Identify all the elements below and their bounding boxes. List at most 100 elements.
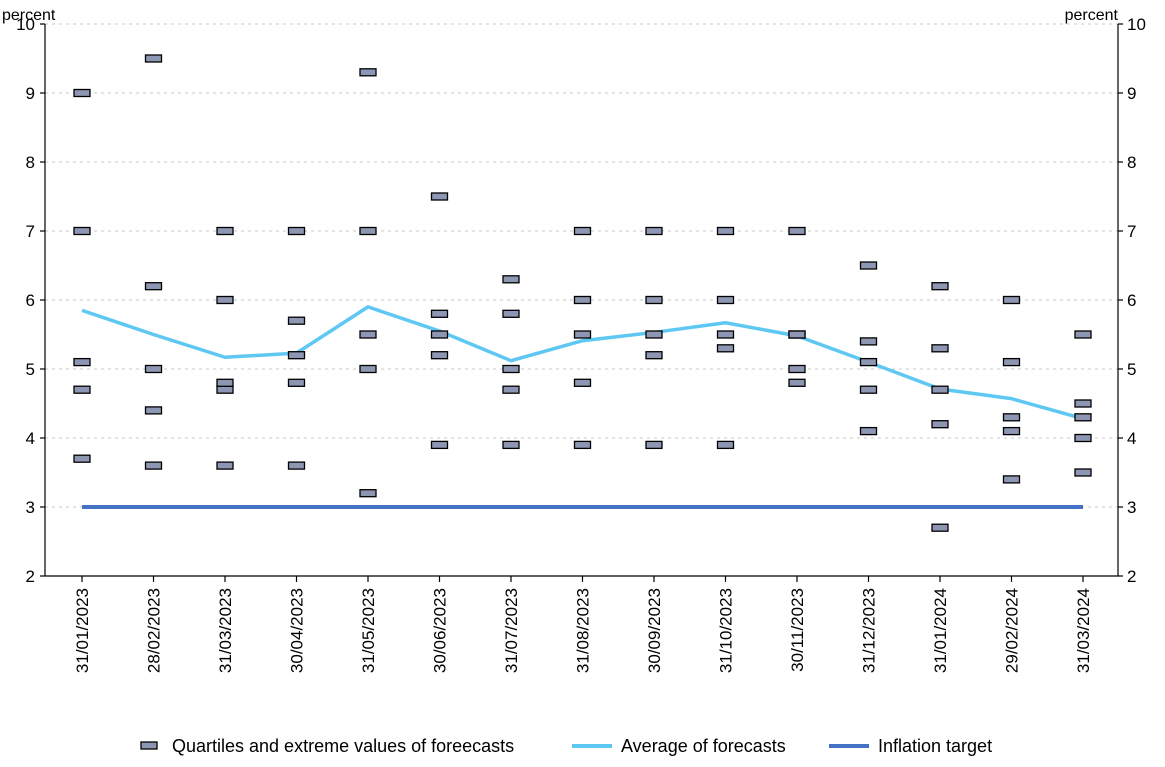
x-tick-label: 30/06/2023 xyxy=(431,588,450,673)
quartile-marker xyxy=(430,330,449,339)
quartile-marker xyxy=(1074,468,1092,477)
quartile-marker xyxy=(573,295,592,305)
legend-label-inflation-target: Inflation target xyxy=(878,736,992,756)
right-y-tick-label: 4 xyxy=(1127,429,1136,448)
quartile-marker xyxy=(502,385,520,394)
quartile-marker xyxy=(1002,475,1021,484)
x-tick-label: 30/04/2023 xyxy=(288,588,307,673)
quartile-marker xyxy=(788,330,806,339)
quartile-marker xyxy=(931,282,949,291)
quartile-marker xyxy=(788,364,806,374)
x-tick-label: 31/10/2023 xyxy=(717,588,736,673)
quartile-marker xyxy=(716,226,735,236)
quartile-marker xyxy=(430,192,449,201)
legend-marker-swatch xyxy=(140,741,158,750)
right-axis-unit-label: percent xyxy=(1065,7,1119,24)
right-y-tick-label: 10 xyxy=(1127,15,1146,34)
quartile-marker xyxy=(859,261,878,270)
quartile-marker xyxy=(645,226,663,236)
quartile-marker xyxy=(573,226,592,236)
quartile-marker xyxy=(287,461,306,470)
grid xyxy=(45,23,1118,508)
quartile-marker xyxy=(359,226,377,236)
quartile-marker xyxy=(1074,413,1092,422)
x-tick-label: 31/12/2023 xyxy=(860,588,879,673)
left-y-tick-label: 5 xyxy=(26,360,35,379)
quartile-marker xyxy=(1002,357,1021,367)
x-tick-labels: 31/01/2023 28/02/2023 31/03/2023 30/04/2023… xyxy=(73,588,1093,673)
x-tick-label: 31/08/2023 xyxy=(574,588,593,673)
left-y-tick-label: 7 xyxy=(26,222,35,241)
quartile-marker xyxy=(931,523,949,532)
quartile-marker xyxy=(859,357,878,367)
quartile-marker xyxy=(287,378,306,387)
x-tick-label: 31/05/2023 xyxy=(359,588,378,673)
quartile-marker xyxy=(359,489,377,498)
quartile-marker xyxy=(144,364,163,374)
legend-label-average: Average of forecasts xyxy=(621,736,786,756)
right-y-tick-label: 2 xyxy=(1127,567,1136,586)
right-y-tick-label: 5 xyxy=(1127,360,1136,379)
quartile-marker xyxy=(859,385,878,394)
left-y-tick-label: 6 xyxy=(26,291,35,310)
x-tick-label: 31/03/2023 xyxy=(216,588,235,673)
quartile-marker xyxy=(931,344,949,353)
quartile-marker xyxy=(73,357,91,367)
quartile-marker xyxy=(788,226,806,236)
quartile-marker xyxy=(931,385,949,394)
quartile-marker xyxy=(144,54,163,63)
quartile-marker xyxy=(788,378,806,387)
quartile-marker xyxy=(716,344,735,353)
quartile-marker xyxy=(502,275,520,284)
quartile-marker xyxy=(430,440,449,450)
quartile-marker xyxy=(1002,295,1021,305)
x-tick-label: 30/09/2023 xyxy=(645,588,664,673)
quartile-marker xyxy=(73,226,91,236)
right-y-tick-label: 8 xyxy=(1127,153,1136,172)
right-y-tick-label: 7 xyxy=(1127,222,1136,241)
quartile-marker xyxy=(502,364,520,374)
left-y-tick-label: 2 xyxy=(26,567,35,586)
quartile-marker xyxy=(502,309,520,318)
right-y-tick-label: 9 xyxy=(1127,84,1136,103)
left-y-tick-label: 3 xyxy=(26,498,35,517)
average-line xyxy=(81,305,1084,421)
quartile-marker xyxy=(287,226,306,236)
quartile-marker xyxy=(287,351,306,360)
axes xyxy=(40,23,1123,582)
quartile-marker xyxy=(73,454,91,463)
quartile-marker xyxy=(716,330,735,339)
quartile-marker xyxy=(287,316,306,325)
quartile-marker xyxy=(716,440,735,450)
quartile-marker xyxy=(216,385,234,394)
quartile-marker xyxy=(359,330,377,339)
left-y-tick-label: 9 xyxy=(26,84,35,103)
quartile-marker xyxy=(359,364,377,374)
x-tick-label: 31/07/2023 xyxy=(502,588,521,673)
left-y-tick-labels: 2 3 4 5 6 7 8 9 10 xyxy=(16,15,35,586)
legend-item-average: Average of forecasts xyxy=(572,736,786,756)
quartile-marker xyxy=(1074,330,1092,339)
quartile-marker xyxy=(359,68,377,77)
x-tick-label: 28/02/2023 xyxy=(145,588,164,673)
quartile-marker xyxy=(144,282,163,291)
quartile-marker xyxy=(645,351,663,360)
quartile-marker xyxy=(859,337,878,346)
right-y-tick-label: 6 xyxy=(1127,291,1136,310)
quartile-marker xyxy=(1074,399,1092,408)
x-tick-label: 30/11/2023 xyxy=(788,588,807,672)
legend-item-quartiles: Quartiles and extreme values of foreecas… xyxy=(140,736,514,756)
quartile-marker xyxy=(645,440,663,450)
quartile-marker xyxy=(859,426,878,436)
x-tick-label: 31/01/2023 xyxy=(73,588,92,673)
quartile-marker xyxy=(502,440,520,450)
quartile-marker xyxy=(216,295,234,305)
x-tick-label: 31/01/2024 xyxy=(931,588,950,673)
right-y-tick-labels: 2 3 4 5 6 7 8 9 10 xyxy=(1127,15,1146,586)
x-tick-label: 29/02/2024 xyxy=(1003,588,1022,673)
quartile-marker xyxy=(73,88,91,98)
left-y-tick-label: 8 xyxy=(26,153,35,172)
quartile-marker xyxy=(430,351,449,360)
left-y-tick-label: 10 xyxy=(16,15,35,34)
quartile-markers xyxy=(73,54,1092,532)
